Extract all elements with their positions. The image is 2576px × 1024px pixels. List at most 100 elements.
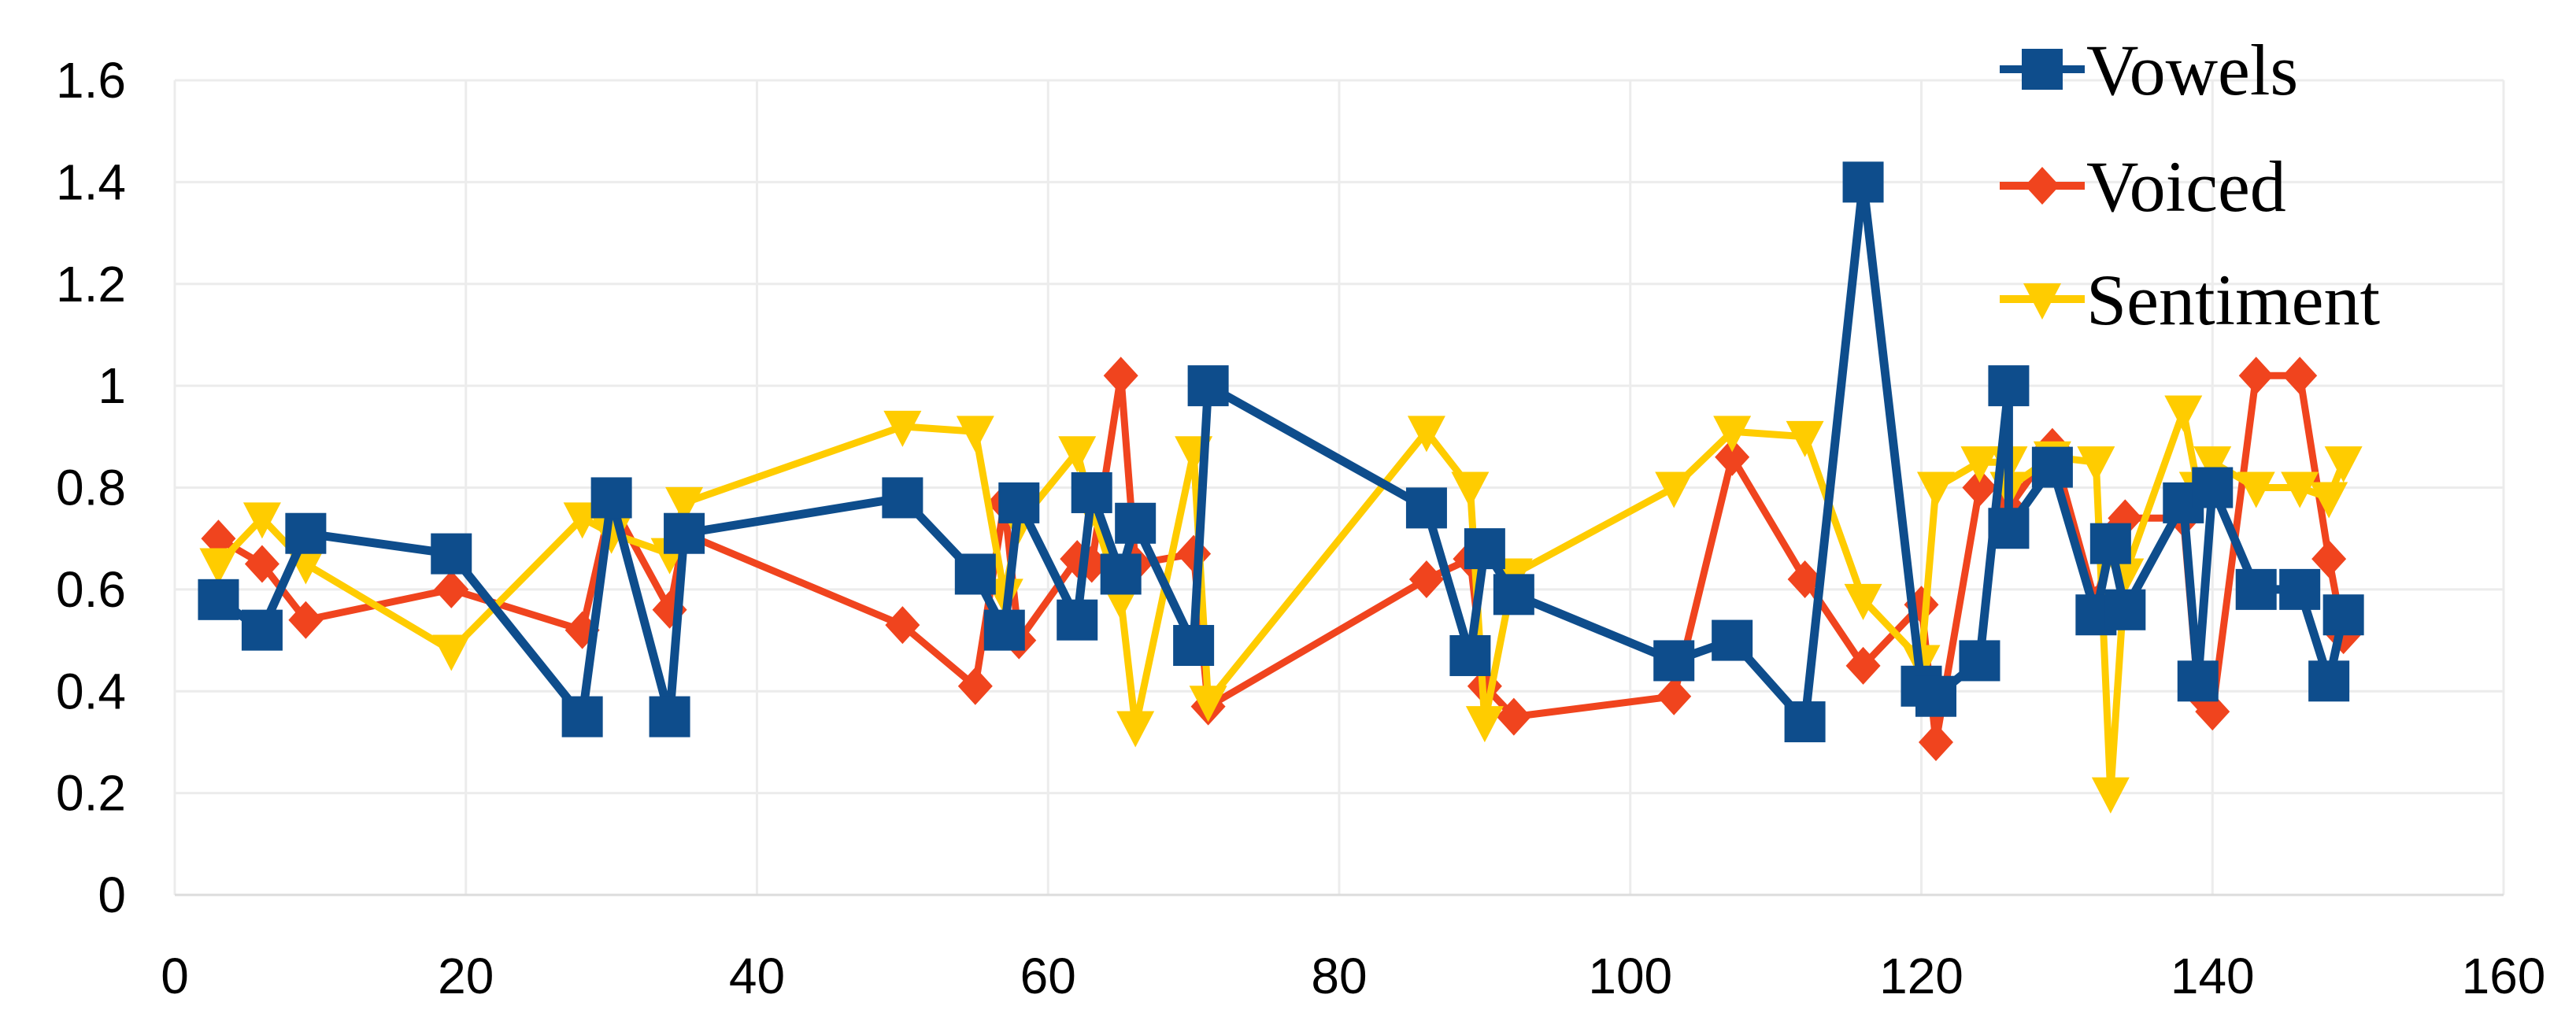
data-point-sentiment [1713, 416, 1752, 453]
x-tick-label: 0 [161, 948, 189, 1004]
data-point-vowels [1405, 487, 1447, 529]
data-point-voiced [1408, 560, 1444, 598]
data-point-vowels [1915, 675, 1956, 717]
x-axis: 0 20 40 60 80 100 120 140 160 [161, 893, 2546, 1004]
data-point-voiced [885, 606, 920, 645]
x-tick-label: 40 [729, 948, 785, 1004]
data-point-sentiment [2237, 471, 2275, 508]
data-point-sentiment [2310, 482, 2348, 519]
data-point-sentiment [1407, 416, 1445, 453]
data-point-vowels [1100, 553, 1142, 595]
data-point-sentiment [1451, 471, 1490, 508]
data-point-vowels [2177, 660, 2219, 702]
data-point-sentiment [1189, 686, 1227, 723]
data-point-vowels [1071, 471, 1112, 513]
series-line-sentiment [216, 408, 2347, 797]
data-point-sentiment [2091, 777, 2130, 814]
x-tick-label: 100 [1588, 948, 1672, 1004]
data-point-voiced [288, 601, 324, 639]
data-point-voiced [2282, 357, 2318, 395]
data-point-voiced [201, 519, 236, 558]
data-point-sentiment [1465, 706, 1504, 743]
legend-marker-voiced [2025, 167, 2060, 205]
data-point-vowels [1959, 640, 2000, 682]
data-point-vowels [241, 609, 283, 651]
data-point-sentiment [2077, 446, 2115, 483]
y-tick-label: 1 [98, 357, 126, 414]
data-point-vowels [2308, 660, 2350, 702]
data-point-voiced [957, 667, 993, 705]
x-tick-label: 20 [438, 948, 494, 1004]
x-tick-label: 80 [1311, 948, 1367, 1004]
data-point-voiced [1103, 357, 1138, 395]
y-tick-label: 0.6 [56, 561, 126, 618]
legend-marker-sentiment [2023, 283, 2061, 320]
data-point-vowels [983, 609, 1025, 651]
data-point-vowels [954, 553, 996, 595]
legend-item-voiced: Voiced [2000, 146, 2286, 227]
y-tick-label: 1.2 [56, 256, 126, 312]
data-point-vowels [1988, 365, 2030, 407]
legend-label: Vowels [2086, 30, 2298, 110]
data-point-vowels [1187, 365, 1229, 407]
data-point-vowels [2089, 523, 2131, 564]
series-line-vowels [216, 177, 2348, 726]
data-point-vowels [2104, 589, 2146, 630]
data-point-vowels [1057, 599, 1098, 641]
y-axis: 0 0.2 0.4 0.6 0.8 1 1.2 1.4 1.6 [56, 52, 126, 923]
y-tick-label: 0.4 [56, 663, 126, 719]
data-point-vowels [2279, 568, 2321, 610]
data-point-sentiment [1916, 471, 1955, 508]
data-point-sentiment [1844, 583, 1882, 620]
y-tick-label: 1.6 [56, 52, 126, 109]
data-point-sentiment [883, 410, 922, 447]
legend-label: Voiced [2086, 146, 2286, 227]
data-point-vowels [561, 696, 603, 738]
data-point-sentiment [2281, 471, 2319, 508]
data-point-voiced [244, 545, 279, 583]
data-point-vowels [1449, 634, 1491, 676]
data-point-vowels [1842, 161, 1884, 203]
data-point-sentiment [1058, 436, 1097, 473]
legend-item-vowels: Vowels [2000, 30, 2298, 110]
data-point-sentiment [199, 548, 238, 585]
data-point-voiced [2311, 540, 2347, 579]
x-tick-label: 160 [2462, 948, 2546, 1004]
data-point-voiced [1496, 697, 1531, 736]
data-point-vowels [1653, 640, 1695, 682]
data-point-voiced [1787, 560, 1823, 598]
data-point-sentiment [2164, 395, 2203, 432]
data-point-voiced [2195, 693, 2230, 731]
series-sentiment [199, 395, 2363, 814]
data-point-vowels [998, 482, 1040, 523]
data-point-sentiment [1116, 711, 1155, 748]
data-point-sentiment [2193, 446, 2232, 483]
data-point-vowels [664, 512, 705, 554]
y-tick-label: 0 [98, 867, 126, 923]
data-point-voiced [1656, 677, 1692, 715]
data-point-vowels [882, 477, 923, 519]
data-point-sentiment [956, 416, 994, 453]
data-point-vowels [198, 579, 239, 620]
y-tick-label: 0.8 [56, 460, 126, 516]
data-point-vowels [2031, 446, 2073, 488]
data-point-voiced [2238, 357, 2274, 395]
series-vowels [198, 161, 2364, 743]
series-voiced [201, 357, 2361, 761]
data-point-voiced [1715, 438, 1750, 476]
data-point-sentiment [432, 634, 471, 671]
legend-item-sentiment: Sentiment [2000, 260, 2381, 340]
data-point-vowels [1115, 502, 1157, 544]
data-point-vowels [649, 696, 690, 738]
data-point-vowels [2192, 467, 2234, 508]
data-point-vowels [285, 512, 327, 554]
data-point-sentiment [1960, 446, 1999, 483]
x-tick-label: 140 [2171, 948, 2255, 1004]
x-tick-label: 60 [1020, 948, 1076, 1004]
data-point-voiced [1845, 646, 1881, 685]
data-point-vowels [1464, 528, 1505, 570]
y-tick-label: 1.4 [56, 153, 126, 210]
y-tick-label: 0.2 [56, 765, 126, 822]
data-point-sentiment [242, 502, 281, 539]
